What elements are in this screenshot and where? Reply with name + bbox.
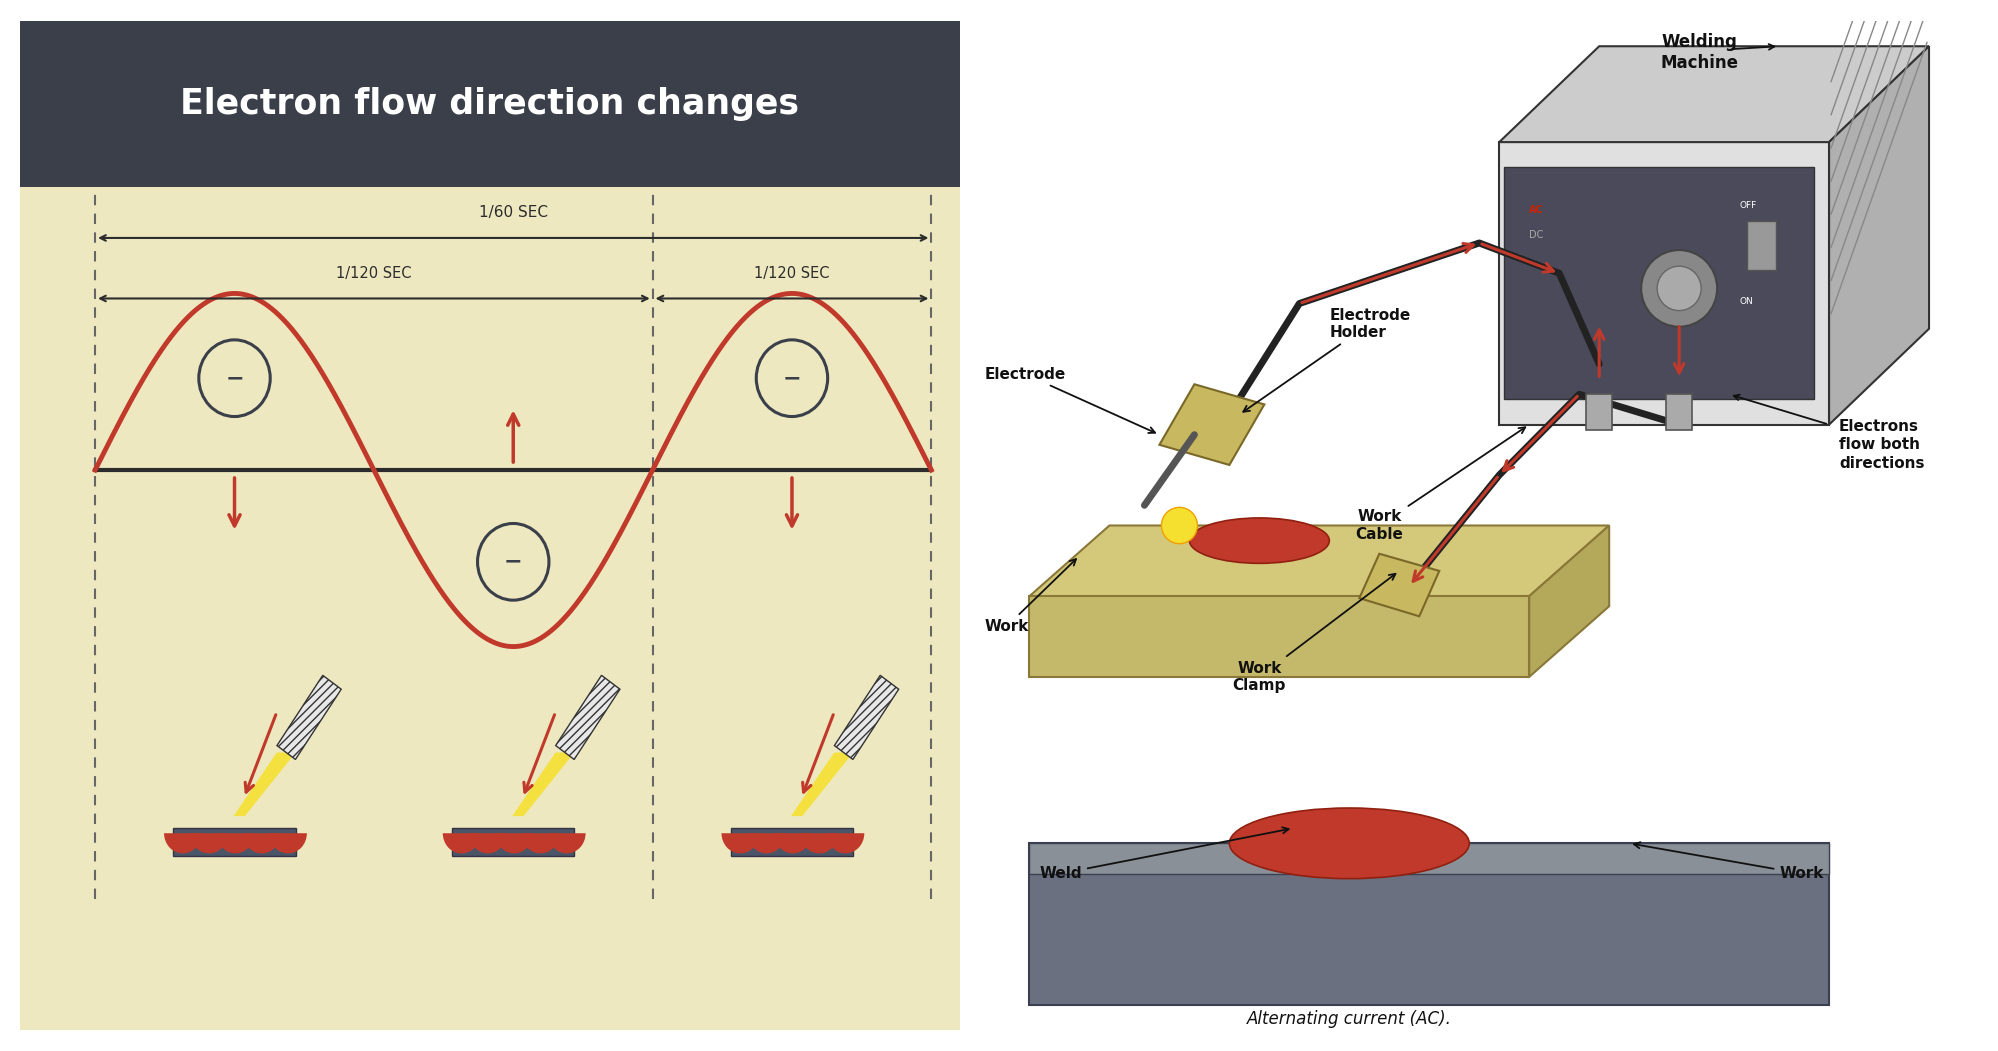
Text: Work
Clamp: Work Clamp — [1233, 574, 1395, 693]
Polygon shape — [1359, 554, 1439, 616]
Wedge shape — [164, 833, 202, 853]
Wedge shape — [496, 833, 533, 853]
Wedge shape — [521, 833, 559, 853]
Circle shape — [755, 339, 827, 416]
Wedge shape — [799, 833, 837, 853]
Polygon shape — [234, 753, 296, 816]
Wedge shape — [827, 833, 863, 853]
FancyBboxPatch shape — [20, 21, 959, 1030]
Text: 1/60 SEC: 1/60 SEC — [478, 205, 547, 221]
Wedge shape — [470, 833, 505, 853]
Text: ON: ON — [1738, 296, 1752, 306]
Text: 1/120 SEC: 1/120 SEC — [753, 266, 829, 281]
Text: OFF: OFF — [1738, 201, 1756, 210]
Text: Electrode: Electrode — [983, 367, 1155, 433]
Text: Electron flow direction changes: Electron flow direction changes — [180, 87, 799, 121]
Circle shape — [198, 339, 270, 416]
Wedge shape — [190, 833, 228, 853]
Polygon shape — [1498, 46, 1928, 142]
Text: Work: Work — [983, 559, 1075, 634]
Text: DC: DC — [1528, 230, 1542, 240]
Text: −: − — [783, 368, 801, 388]
Text: AC: AC — [1528, 205, 1542, 214]
Polygon shape — [555, 676, 619, 760]
Text: 1/120 SEC: 1/120 SEC — [336, 266, 412, 281]
Ellipse shape — [1189, 518, 1329, 563]
Wedge shape — [547, 833, 585, 853]
Text: Electrons
flow both
directions: Electrons flow both directions — [1838, 418, 1924, 471]
Wedge shape — [721, 833, 759, 853]
Text: Weld: Weld — [1039, 827, 1289, 881]
Text: Work: Work — [1632, 842, 1822, 881]
Circle shape — [1640, 250, 1716, 327]
FancyBboxPatch shape — [1029, 843, 1828, 873]
Polygon shape — [1528, 526, 1608, 677]
FancyBboxPatch shape — [731, 828, 853, 857]
Polygon shape — [1828, 46, 1928, 425]
FancyBboxPatch shape — [1586, 394, 1610, 430]
Polygon shape — [511, 753, 573, 816]
Polygon shape — [1029, 596, 1528, 677]
Wedge shape — [773, 833, 811, 853]
Polygon shape — [1029, 526, 1608, 596]
Polygon shape — [1159, 385, 1265, 465]
Polygon shape — [791, 753, 853, 816]
Ellipse shape — [1229, 808, 1469, 879]
Text: Work
Cable: Work Cable — [1355, 428, 1524, 541]
FancyBboxPatch shape — [1029, 843, 1828, 1005]
Text: Welding
Machine: Welding Machine — [1658, 34, 1738, 71]
Text: −: − — [226, 368, 244, 388]
Circle shape — [478, 523, 549, 600]
FancyBboxPatch shape — [174, 828, 296, 857]
FancyBboxPatch shape — [20, 21, 959, 187]
Polygon shape — [1498, 142, 1828, 425]
Text: −: − — [503, 552, 521, 572]
Polygon shape — [278, 676, 342, 760]
Wedge shape — [747, 833, 785, 853]
Wedge shape — [270, 833, 308, 853]
Polygon shape — [833, 676, 899, 760]
Wedge shape — [442, 833, 480, 853]
Text: Electrode
Holder: Electrode Holder — [1243, 308, 1411, 412]
Text: Alternating current (AC).: Alternating current (AC). — [1247, 1010, 1451, 1028]
Wedge shape — [216, 833, 254, 853]
Circle shape — [1161, 508, 1197, 543]
Wedge shape — [244, 833, 280, 853]
FancyBboxPatch shape — [1504, 167, 1814, 399]
Circle shape — [1656, 266, 1700, 311]
FancyBboxPatch shape — [452, 828, 573, 857]
FancyBboxPatch shape — [1746, 221, 1776, 270]
FancyBboxPatch shape — [1666, 394, 1690, 430]
